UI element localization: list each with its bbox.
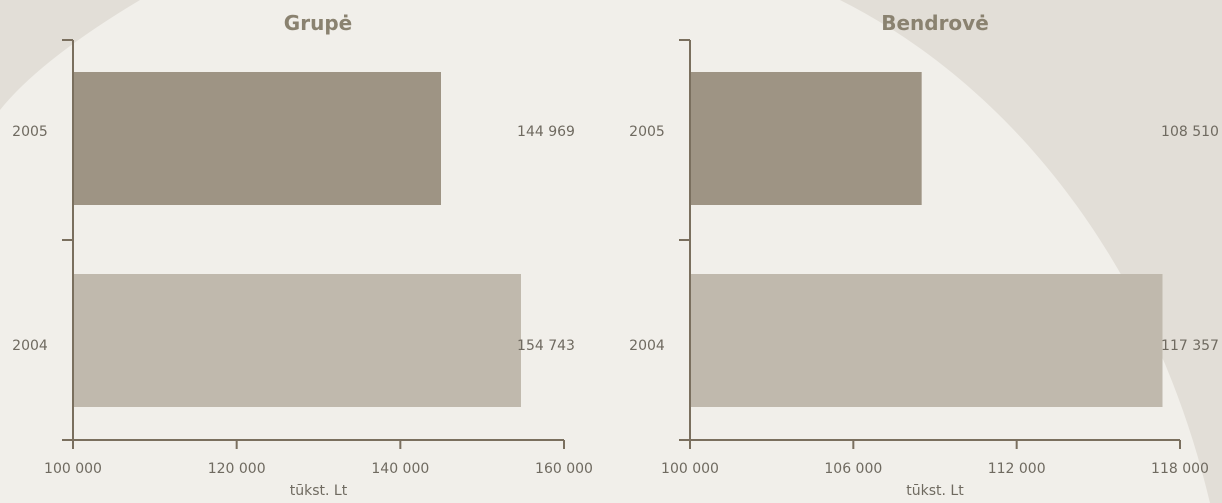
bendrove-x-tick-label: 118 000	[1151, 461, 1209, 477]
grupe-x-tick-label: 160 000	[535, 461, 593, 477]
bendrove-value-label: 108 510	[1161, 124, 1219, 140]
bendrove-value-label: 117 357	[1161, 338, 1219, 354]
grupe-category-label: 2004	[12, 338, 48, 354]
grupe-value-label: 154 743	[517, 338, 575, 354]
grupe-x-tick-label: 140 000	[371, 461, 429, 477]
grupe-x-axis-label: tūkst. Lt	[290, 483, 348, 499]
grupe-chart-title: Grupė	[284, 11, 352, 35]
grupe-bar-2004	[73, 274, 521, 407]
background-swoosh-left	[0, 0, 140, 110]
bendrove-x-tick-label: 112 000	[988, 461, 1046, 477]
grupe-x-tick-label: 100 000	[44, 461, 102, 477]
grupe-category-label: 2005	[12, 124, 48, 140]
bendrove-x-axis-label: tūkst. Lt	[906, 483, 964, 499]
bendrove-category-label: 2004	[629, 338, 665, 354]
bendrove-category-label: 2005	[629, 124, 665, 140]
grupe-x-tick-label: 120 000	[208, 461, 266, 477]
bendrove-chart-title: Bendrovė	[881, 11, 989, 35]
bendrove-bar-2004	[690, 274, 1163, 407]
grupe-value-label: 144 969	[517, 124, 575, 140]
bendrove-bar-2005	[690, 72, 922, 205]
bendrove-x-tick-label: 106 000	[824, 461, 882, 477]
grupe-bar-2005	[73, 72, 441, 205]
background-swoosh-right	[840, 0, 1222, 503]
bendrove-x-tick-label: 100 000	[661, 461, 719, 477]
